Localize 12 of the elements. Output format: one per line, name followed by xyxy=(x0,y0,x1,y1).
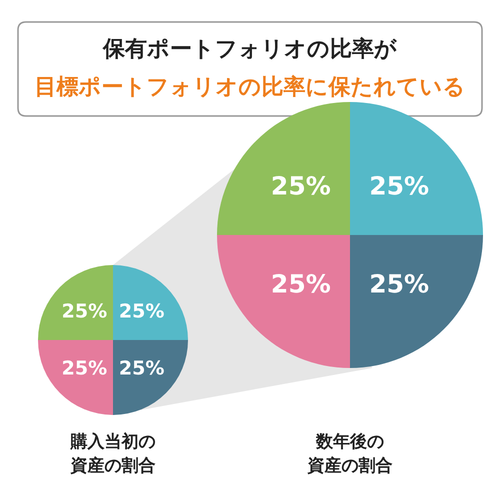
text: 数年後の資産の割合 xyxy=(306,431,394,478)
data-label: 25% xyxy=(118,300,164,322)
data-label: 25% xyxy=(270,171,331,200)
text: 購入当初の資産の割合 xyxy=(69,431,156,478)
text: 目標ポートフォリオの比率に保たれている xyxy=(34,74,466,102)
data-label: 25% xyxy=(369,171,430,200)
data-label: 25% xyxy=(118,358,164,380)
text: 保有ポートフォリオの比率が xyxy=(102,36,398,64)
data-label: 25% xyxy=(270,270,331,299)
data-label: 25% xyxy=(369,270,430,299)
data-label: 25% xyxy=(62,300,108,322)
data-label: 25% xyxy=(62,358,108,380)
